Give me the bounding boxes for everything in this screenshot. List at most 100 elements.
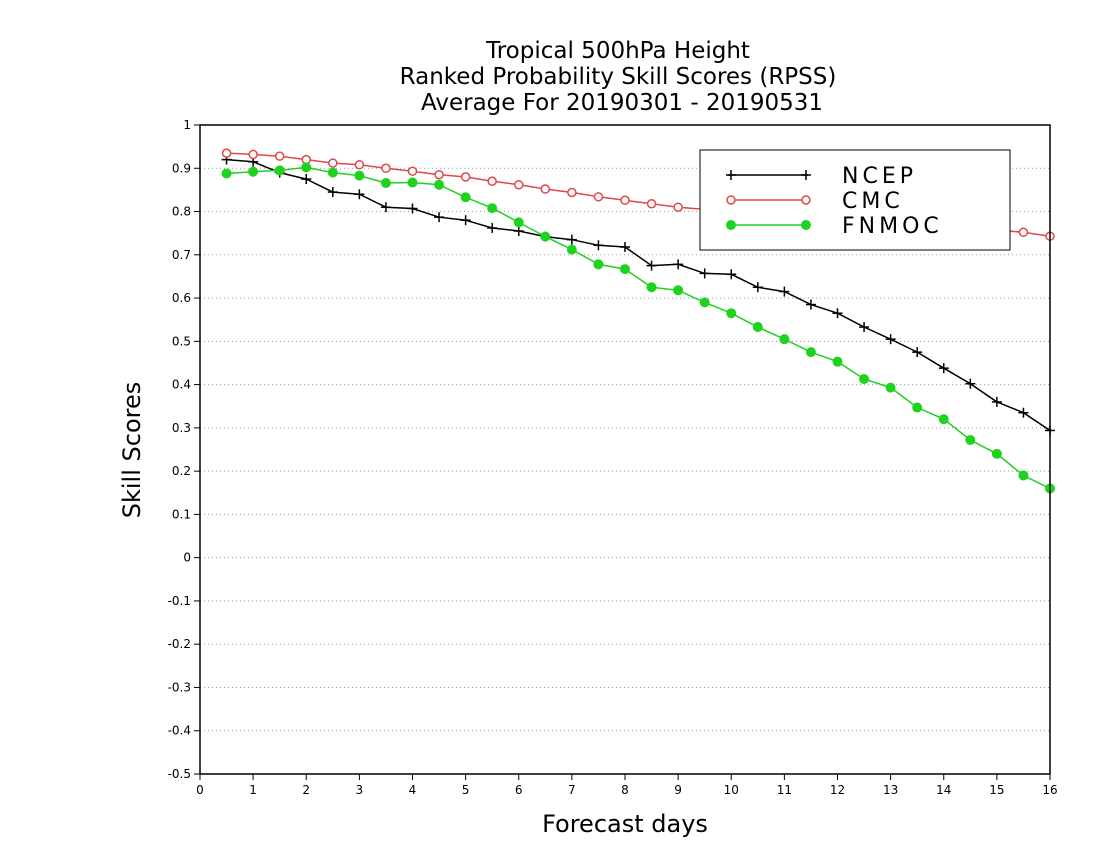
y-tick-label: 0.3 — [172, 421, 191, 435]
data-point-ncep — [726, 269, 737, 280]
data-point-fnmoc — [779, 334, 790, 345]
x-tick-label: 16 — [1042, 783, 1057, 797]
data-point-ncep — [327, 187, 338, 198]
data-point-fnmoc — [965, 434, 976, 445]
y-tick-label: 0.4 — [172, 378, 191, 392]
data-point-ncep — [646, 260, 657, 271]
x-tick-label: 14 — [936, 783, 951, 797]
data-point-cmc — [540, 184, 551, 194]
data-point-cmc — [646, 198, 657, 209]
x-tick-label: 6 — [515, 783, 523, 797]
data-point-fnmoc — [221, 168, 232, 179]
gridlines — [200, 167, 1050, 732]
legend-marker-cmc — [726, 195, 736, 205]
y-tick-label: 0.2 — [172, 464, 191, 478]
series-ncep — [221, 154, 1055, 436]
x-tick-label: 10 — [724, 783, 739, 797]
data-point-ncep — [832, 308, 843, 319]
data-point-ncep — [513, 226, 524, 237]
data-point-ncep — [885, 334, 896, 345]
title-line-3: Average For 20190301 - 20190531 — [421, 90, 823, 116]
y-tick-label: -0.4 — [168, 724, 191, 738]
data-point-cmc — [673, 202, 683, 212]
data-point-ncep — [407, 203, 418, 214]
data-point-fnmoc — [248, 166, 259, 177]
legend-marker-cmc — [801, 195, 811, 205]
data-point-cmc — [620, 195, 630, 206]
data-point-ncep — [487, 222, 498, 233]
x-tick-label: 11 — [777, 783, 792, 797]
data-point-fnmoc — [354, 170, 365, 181]
data-point-ncep — [938, 363, 949, 374]
data-point-fnmoc — [460, 192, 471, 203]
data-point-fnmoc — [540, 231, 551, 242]
x-tick-label: 3 — [356, 783, 364, 797]
data-point-cmc — [514, 179, 524, 190]
legend-marker-fnmoc — [801, 220, 811, 230]
y-tick-label: 0.5 — [172, 334, 191, 348]
legend-label-fnmoc: FNMOC — [842, 214, 943, 239]
data-point-fnmoc — [673, 285, 684, 296]
data-point-fnmoc — [1018, 470, 1029, 481]
data-point-cmc — [1018, 227, 1029, 238]
x-tick-label: 13 — [883, 783, 898, 797]
data-point-fnmoc — [912, 402, 923, 413]
chart-title: Tropical 500hPa Height Ranked Probabilit… — [400, 38, 837, 116]
data-point-cmc — [593, 192, 604, 202]
data-point-fnmoc — [832, 356, 843, 367]
data-point-cmc — [274, 151, 285, 161]
y-tick-label: 0.7 — [172, 248, 191, 262]
y-tick-label: -0.5 — [168, 767, 191, 781]
data-point-ncep — [354, 189, 365, 200]
data-point-fnmoc — [620, 264, 630, 275]
data-point-fnmoc — [805, 347, 816, 358]
data-point-ncep — [752, 282, 763, 293]
data-point-fnmoc — [380, 177, 391, 188]
x-axis-ticks: 0 1 2 3 4 5 6 7 8 9 10 11 12 13 14 15 16 — [196, 774, 1058, 797]
data-point-ncep — [460, 215, 471, 226]
data-point-fnmoc — [487, 203, 498, 214]
data-point-fnmoc — [726, 308, 737, 319]
data-point-ncep — [620, 242, 630, 253]
x-tick-label: 15 — [989, 783, 1004, 797]
data-point-fnmoc — [327, 167, 338, 178]
data-point-fnmoc — [513, 217, 524, 228]
y-axis-label: Skill Scores — [118, 382, 146, 519]
data-point-cmc — [567, 187, 577, 198]
data-point-ncep — [699, 268, 710, 279]
x-axis-label: Forecast days — [542, 810, 708, 838]
data-point-ncep — [1018, 407, 1029, 418]
data-point-ncep — [566, 234, 577, 245]
data-point-fnmoc — [407, 177, 418, 188]
y-tick-label: 0.9 — [172, 161, 191, 175]
data-point-fnmoc — [593, 259, 604, 270]
x-tick-label: 12 — [830, 783, 845, 797]
y-tick-label: 0 — [183, 551, 191, 565]
x-tick-label: 0 — [196, 783, 204, 797]
data-point-fnmoc — [859, 373, 870, 384]
x-tick-label: 5 — [462, 783, 470, 797]
data-point-fnmoc — [938, 414, 949, 425]
data-point-fnmoc — [301, 162, 312, 173]
data-point-fnmoc — [274, 165, 285, 176]
x-tick-label: 8 — [621, 783, 629, 797]
x-tick-label: 2 — [302, 783, 310, 797]
y-tick-label: 0.1 — [172, 507, 191, 521]
data-point-ncep — [673, 259, 684, 270]
title-line-2: Ranked Probability Skill Scores (RPSS) — [400, 64, 837, 90]
data-point-ncep — [593, 240, 604, 251]
data-point-cmc — [434, 170, 444, 180]
data-point-fnmoc — [566, 244, 577, 255]
y-tick-label: 0.6 — [172, 291, 191, 305]
y-tick-label: -0.3 — [168, 680, 191, 694]
legend-marker-ncep — [801, 170, 811, 180]
data-point-fnmoc — [434, 179, 445, 190]
legend-label-cmc: CMC — [842, 189, 904, 214]
title-line-1: Tropical 500hPa Height — [485, 38, 750, 64]
data-point-ncep — [380, 202, 391, 213]
series-fnmoc — [221, 162, 1055, 494]
data-point-cmc — [328, 158, 338, 168]
data-point-ncep — [805, 299, 816, 310]
data-point-fnmoc — [752, 322, 763, 333]
